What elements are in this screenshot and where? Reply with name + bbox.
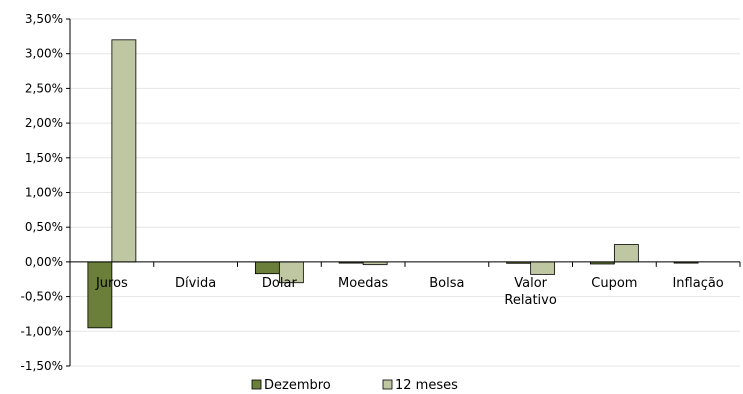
y-tick-label: 3,00% [25,47,63,61]
y-tick-label: 0,00% [25,255,63,269]
bar-12-meses [530,261,556,275]
x-axis [69,261,741,267]
x-tick-label: Dívida [175,276,216,291]
x-tick-label: Moedas [338,276,388,291]
bar-12-meses [613,244,639,263]
legend-swatch [382,379,393,390]
legend-swatch [251,379,262,390]
y-tick-label: 2,00% [25,116,63,130]
bar-dezembro [254,261,280,275]
y-axis: 3,50% 3,00% 2,50% 2,00% 1,50% 1,00% 0,50% 0,00%… [21,12,71,373]
y-tick-label: -0,50% [21,290,63,304]
x-tick-label: Valor Relativo [504,276,556,308]
y-tick-label: 0,50% [25,220,63,234]
y-tick-label: 1,50% [25,151,63,165]
legend-label: 12 meses [395,378,458,393]
gridlines [70,18,740,367]
legend: Dezembro 12 meses [251,378,458,393]
legend-label: Dezembro [264,378,331,393]
y-tick-label: -1,50% [21,359,63,373]
y-tick-label: 1,00% [25,186,63,200]
x-tick-label: Cupom [591,276,637,291]
bar-12-meses [111,39,137,263]
bar-dezembro [87,261,113,329]
x-tick-label: Bolsa [429,276,464,291]
category-labels: Juros Dívida Dolar Moedas Bolsa Valor Relativo… [95,276,724,308]
x-tick-label: Inflação [672,276,723,291]
x-tick-label: Juros [95,276,128,291]
bars [87,39,699,329]
x-tick-label: Dolar [262,276,298,291]
y-tick-label: -1,00% [21,324,63,338]
y-tick-label: 2,50% [25,81,63,95]
y-tick-label: 3,50% [25,12,63,26]
